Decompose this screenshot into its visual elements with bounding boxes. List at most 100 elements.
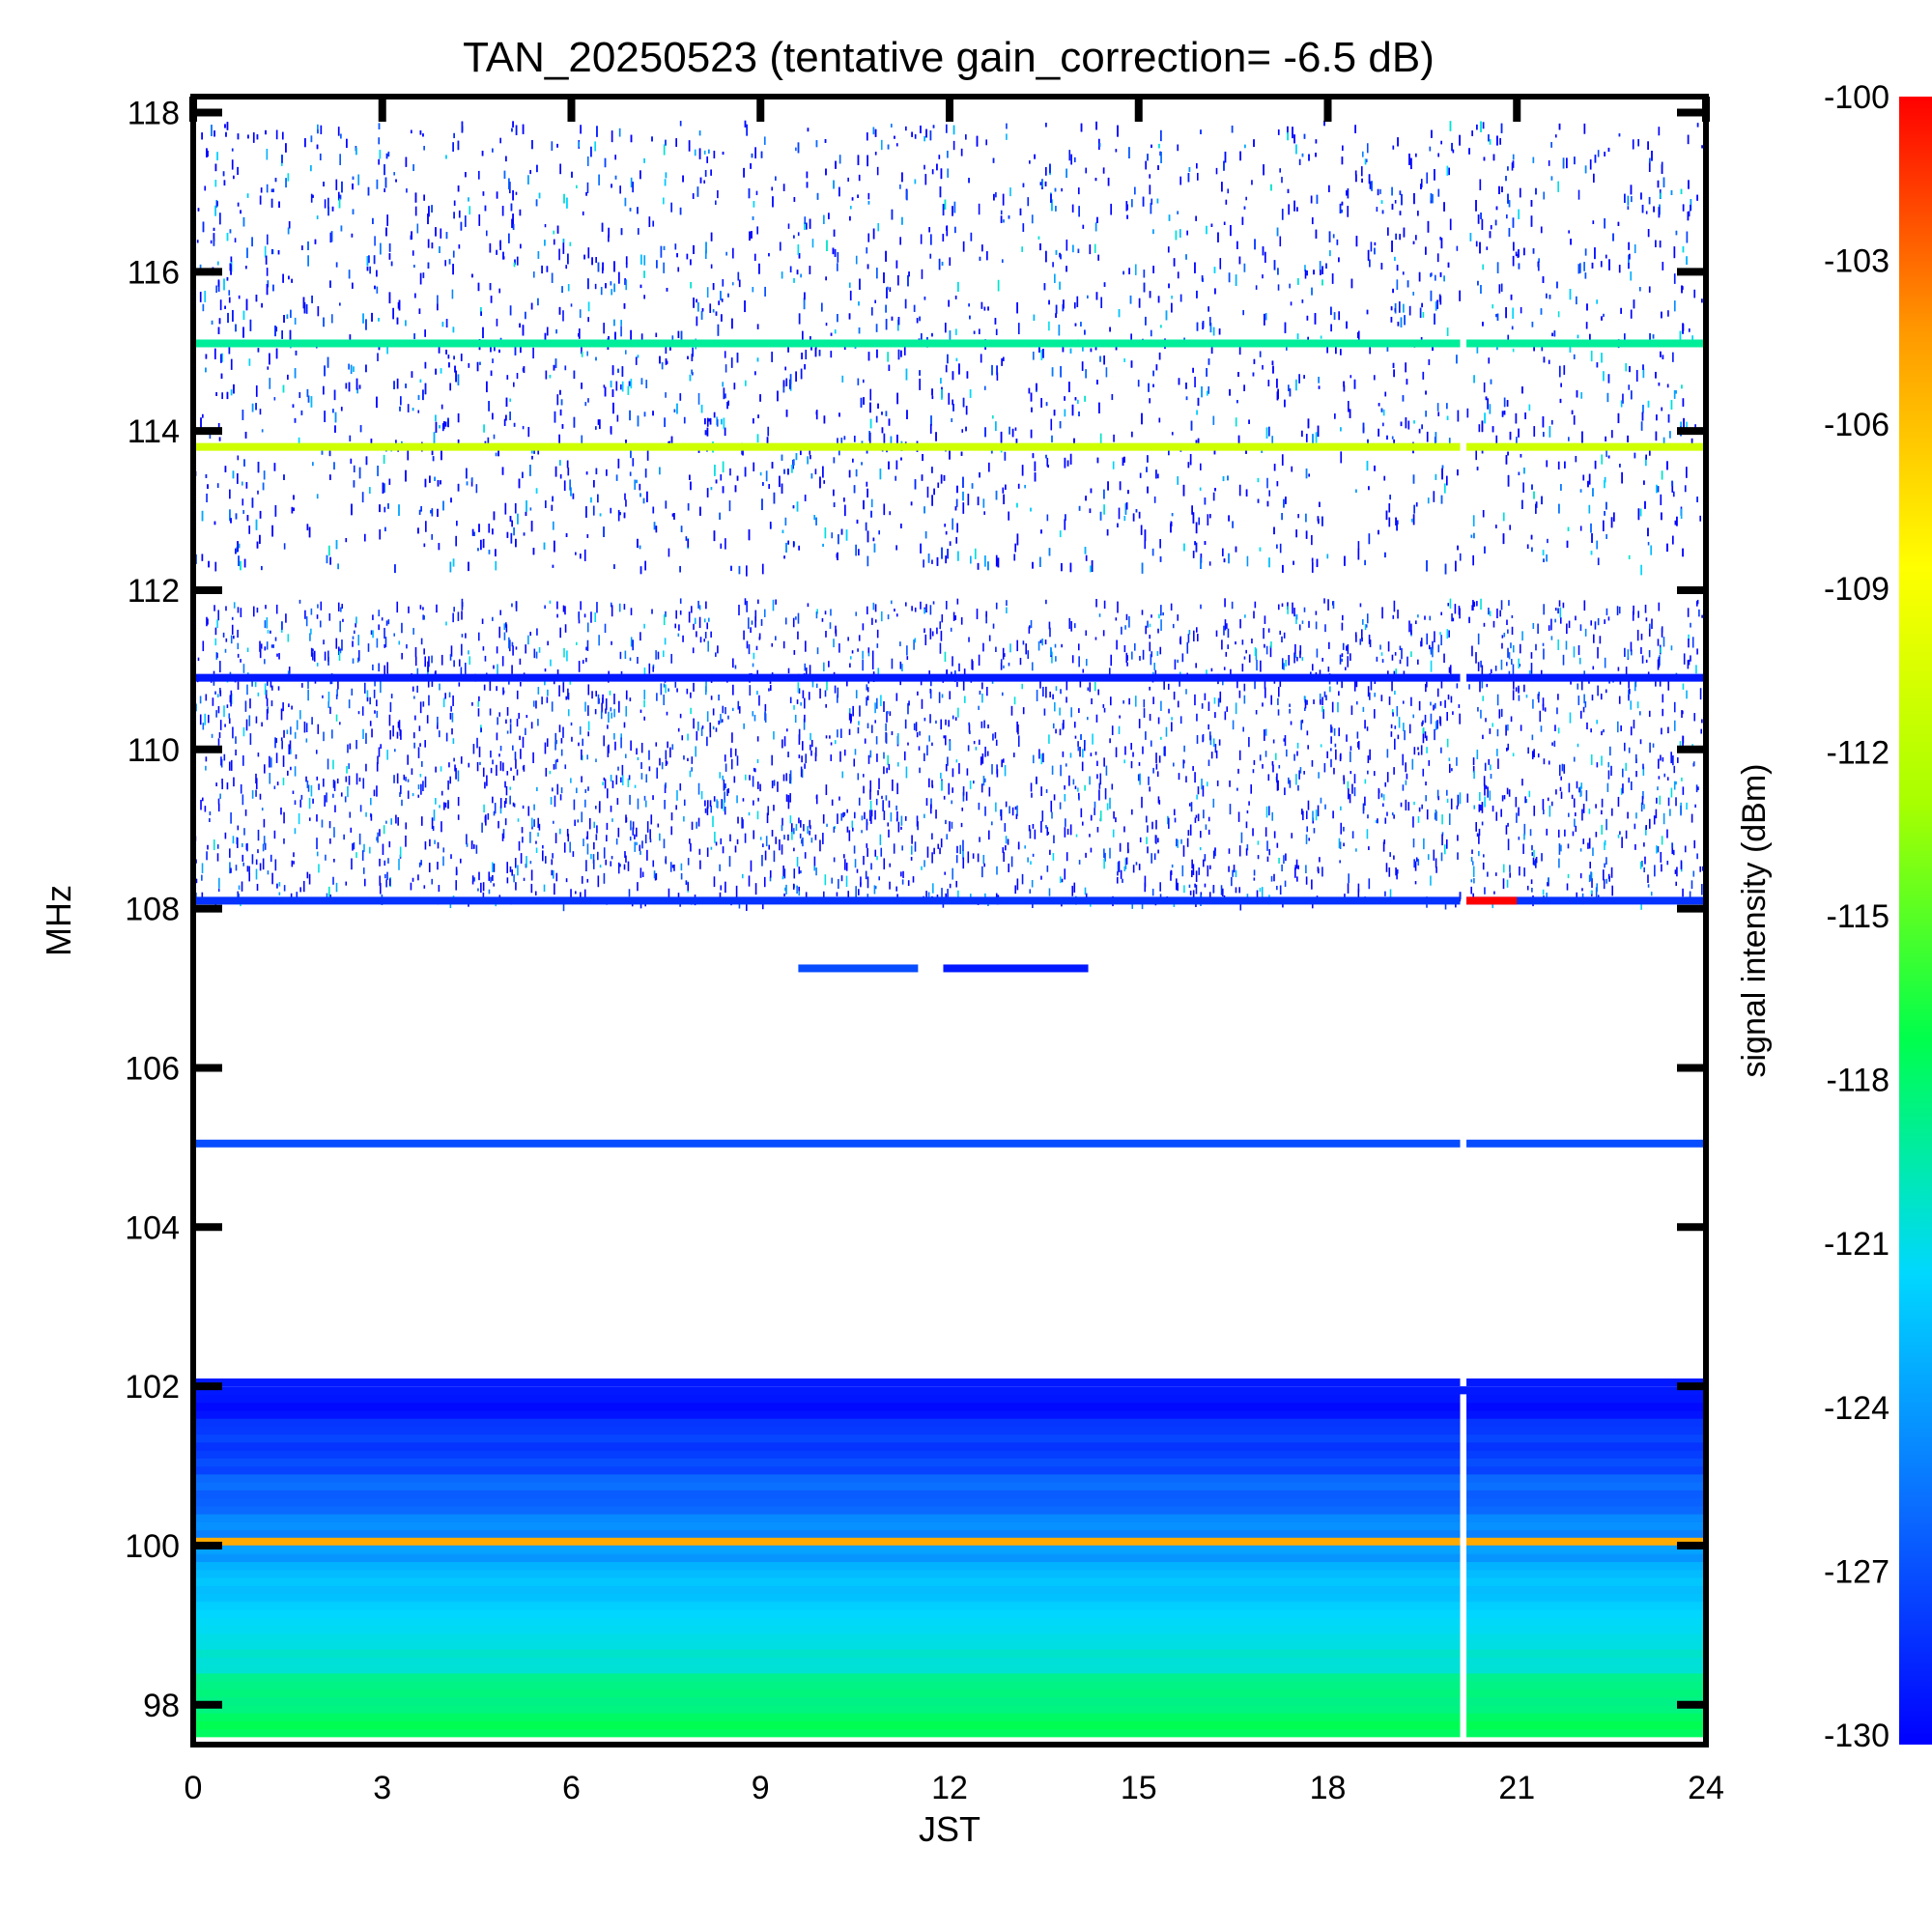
noise-pixel xyxy=(289,749,292,754)
noise-pixel xyxy=(798,891,801,896)
noise-pixel xyxy=(399,792,401,797)
noise-pixel xyxy=(1603,879,1605,890)
noise-pixel xyxy=(1559,607,1562,618)
noise-pixel xyxy=(205,694,208,701)
noise-pixel xyxy=(789,696,792,704)
noise-pixel xyxy=(863,855,865,866)
noise-pixel xyxy=(1377,818,1378,824)
noise-pixel xyxy=(1304,707,1306,712)
noise-pixel xyxy=(665,759,668,767)
noise-pixel xyxy=(1531,888,1533,893)
noise-pixel xyxy=(1048,888,1051,896)
noise-pixel xyxy=(1257,855,1260,860)
noise-pixel xyxy=(584,788,587,793)
noise-pixel xyxy=(1520,724,1522,731)
noise-pixel xyxy=(1492,620,1495,628)
noise-pixel xyxy=(1508,600,1510,607)
noise-pixel xyxy=(299,887,301,893)
noise-pixel xyxy=(378,624,380,631)
noise-pixel xyxy=(499,798,502,809)
noise-pixel xyxy=(643,668,646,675)
noise-pixel xyxy=(830,742,833,746)
noise-pixel xyxy=(1496,694,1499,706)
noise-pixel xyxy=(1625,667,1628,676)
noise-pixel xyxy=(493,863,496,872)
noise-pixel xyxy=(1645,617,1648,622)
noise-pixel xyxy=(978,802,980,810)
noise-pixel xyxy=(1535,643,1537,651)
noise-pixel xyxy=(1523,834,1525,840)
noise-pixel xyxy=(674,681,677,688)
noise-pixel xyxy=(499,610,501,615)
noise-pixel xyxy=(455,880,457,891)
noise-pixel xyxy=(777,781,779,792)
noise-pixel xyxy=(617,827,620,838)
noise-pixel xyxy=(810,744,811,751)
noise-pixel xyxy=(831,877,834,884)
noise-pixel xyxy=(954,717,957,721)
noise-pixel xyxy=(1446,629,1449,639)
noise-pixel xyxy=(756,691,758,696)
noise-pixel xyxy=(466,834,468,845)
noise-pixel xyxy=(1597,646,1599,659)
noise-pixel xyxy=(675,805,677,810)
noise-pixel xyxy=(1171,717,1173,721)
noise-pixel xyxy=(750,627,752,634)
noise-pixel xyxy=(1266,856,1269,863)
noise-pixel xyxy=(484,815,487,823)
noise-pixel xyxy=(493,883,496,887)
noise-pixel xyxy=(1168,817,1170,829)
noise-pixel xyxy=(488,871,491,881)
noise-pixel xyxy=(1077,787,1079,792)
noise-pixel xyxy=(897,821,900,833)
noise-pixel xyxy=(215,782,217,786)
noise-pixel xyxy=(960,822,963,828)
noise-pixel xyxy=(346,765,348,774)
noise-pixel xyxy=(1507,838,1510,851)
noise-pixel xyxy=(1573,756,1576,762)
noise-pixel xyxy=(984,746,986,757)
noise-pixel xyxy=(1159,882,1161,892)
noise-pixel xyxy=(586,622,589,633)
noise-pixel xyxy=(1178,773,1180,781)
noise-pixel xyxy=(1291,833,1293,838)
noise-pixel xyxy=(1024,845,1026,849)
noise-pixel xyxy=(743,723,745,729)
noise-pixel xyxy=(1299,645,1302,655)
noise-pixel xyxy=(1331,701,1334,713)
noise-pixel xyxy=(1396,868,1399,874)
noise-pixel xyxy=(581,749,582,760)
noise-pixel xyxy=(1577,696,1580,705)
noise-pixel xyxy=(1313,699,1315,704)
noise-pixel xyxy=(460,756,463,764)
noise-pixel xyxy=(1636,701,1639,709)
noise-pixel xyxy=(294,766,297,777)
noise-pixel xyxy=(980,721,983,728)
noise-pixel xyxy=(1199,847,1202,851)
noise-pixel xyxy=(437,841,440,849)
noise-pixel xyxy=(853,811,856,819)
noise-pixel xyxy=(1515,796,1518,808)
noise-pixel xyxy=(316,838,318,850)
noise-pixel xyxy=(1287,602,1289,610)
noise-pixel xyxy=(1292,602,1293,614)
noise-pixel xyxy=(979,690,981,696)
noise-pixel xyxy=(1506,619,1508,626)
noise-pixel xyxy=(1098,613,1101,617)
noise-pixel xyxy=(1585,789,1588,802)
noise-pixel xyxy=(910,857,913,861)
noise-pixel xyxy=(1261,887,1264,898)
noise-pixel xyxy=(536,628,538,636)
noise-pixel xyxy=(1215,630,1218,638)
noise-pixel xyxy=(969,730,971,735)
noise-pixel xyxy=(1210,752,1213,759)
noise-pixel xyxy=(1349,793,1351,804)
noise-pixel xyxy=(759,783,761,792)
noise-pixel xyxy=(1625,762,1628,772)
noise-pixel xyxy=(564,606,566,615)
noise-pixel xyxy=(335,694,338,699)
noise-pixel xyxy=(1237,768,1239,774)
noise-pixel xyxy=(501,833,504,841)
noise-pixel xyxy=(954,615,957,620)
noise-pixel xyxy=(1649,623,1651,629)
